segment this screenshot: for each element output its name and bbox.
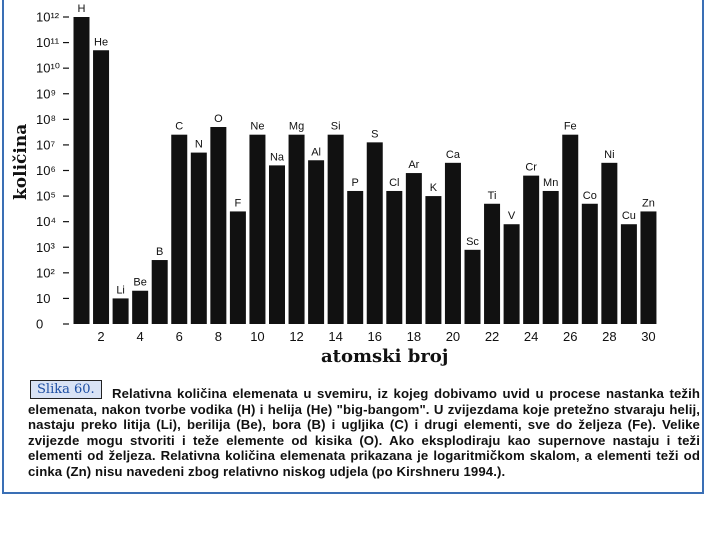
bar [347,190,364,324]
bar-label: Ar [408,159,419,171]
bar-labels: H He Li Be B CN O F Ne Na Mg Al Si P S Cl Ar K Ca Sc Ti V Cr Mn… [78,3,655,296]
bar [405,173,422,324]
y-tick-label: 10¹² [36,10,60,25]
x-tick-label: 30 [641,329,655,344]
bar [601,162,618,324]
x-tick-label: 2 [97,329,104,344]
bar-label: Mn [543,177,558,189]
bar-label: Cl [389,177,399,189]
abundance-chart: 01010²10³10⁴10⁵10⁶10⁷10⁸10⁹10¹⁰10¹¹10¹² … [11,3,657,367]
bar [640,211,657,324]
y-tick-label: 10⁹ [36,86,56,101]
bar-label: He [94,36,108,48]
bar-label: V [508,210,516,222]
y-tick-label: 10¹¹ [36,35,60,50]
bar-label: Zn [642,197,655,209]
y-tick-label: 10⁵ [36,189,56,204]
x-tick-label: 8 [215,329,222,344]
bar-label: Ca [446,149,461,161]
figure-caption: Relativna količina elemenata u svemiru, … [28,386,700,479]
y-tick-label: 10¹⁰ [36,61,60,76]
bar [190,152,207,324]
bar-label: Fe [564,121,577,133]
bar-label: Cr [525,162,537,174]
y-tick-label: 10⁷ [36,137,55,152]
bar-label: Li [116,284,125,296]
bar [288,134,305,324]
bar-label: Al [311,146,321,158]
bar [542,190,559,324]
x-tick-label: 22 [485,329,499,344]
bar-label: Mg [289,121,304,133]
x-tick-label: 16 [368,329,382,344]
x-tick-label: 14 [328,329,342,344]
bar [249,134,266,324]
bar [366,142,383,324]
bar [327,134,344,324]
bar-label: Ti [488,190,497,202]
bar-label: P [352,177,359,189]
y-tick-label: 10² [36,265,55,280]
bar-label: N [195,139,203,151]
bar-label: B [156,246,163,258]
bar [484,203,501,324]
bar [93,50,110,325]
x-tick-label: 12 [289,329,303,344]
bar [620,224,637,324]
bar-label: Ni [604,149,614,161]
bar-label: Sc [466,236,479,248]
x-tick-label: 10 [250,329,264,344]
bar-label: H [78,3,86,15]
bar-label: C [175,121,183,133]
bar [112,298,129,324]
bar-label: S [371,128,378,140]
bar-label: K [430,182,438,194]
bar [151,260,168,324]
bar [503,224,520,324]
bar-label: Cu [622,210,636,222]
bar [308,160,325,324]
y-axis-label: količina [11,124,31,200]
bar-label: O [214,113,223,125]
x-tick-label: 4 [137,329,144,344]
y-tick-label: 10⁶ [36,163,56,178]
bar [444,162,461,324]
bar [425,196,442,324]
bar [210,127,227,324]
x-tick-label: 6 [176,329,183,344]
x-axis-label: atomski broj [321,346,448,367]
y-axis-ticks: 0 10 10² 10³ 10⁴ 10⁵ 10⁶ 10⁷ 10⁸ 10⁹ 10¹⁰ 10¹¹ 10¹² [36,10,69,332]
bar [269,165,285,324]
bar-label: Na [270,151,285,163]
bar [229,211,246,324]
bar-label: Be [133,277,146,289]
x-tick-label: 28 [602,329,616,344]
bar [73,17,90,324]
y-tick-label: 10 [36,291,50,306]
y-tick-label: 0 [36,317,43,332]
bar [171,134,188,324]
y-tick-label: 10³ [36,240,55,255]
bar-label: Si [331,121,341,133]
figure-label: Slika 60. [30,380,102,399]
x-tick-label: 26 [563,329,577,344]
x-tick-label: 24 [524,329,538,344]
bar [523,175,540,324]
y-tick-label: 10⁴ [36,214,56,229]
x-tick-label: 20 [446,329,460,344]
x-tick-label: 18 [407,329,421,344]
bar [464,249,481,324]
x-axis-ticks: 2 4 6 8 10 12 14 16 18 20 22 24 26 28 30 [97,329,655,344]
bar [386,190,403,324]
bars [73,17,657,325]
bar [132,290,149,324]
y-tick-label: 10⁸ [36,112,56,127]
bar [562,134,579,324]
bar-label: F [235,197,242,209]
bar-label: Ne [250,121,264,133]
bar [581,203,598,324]
bar-label: Co [583,190,597,202]
